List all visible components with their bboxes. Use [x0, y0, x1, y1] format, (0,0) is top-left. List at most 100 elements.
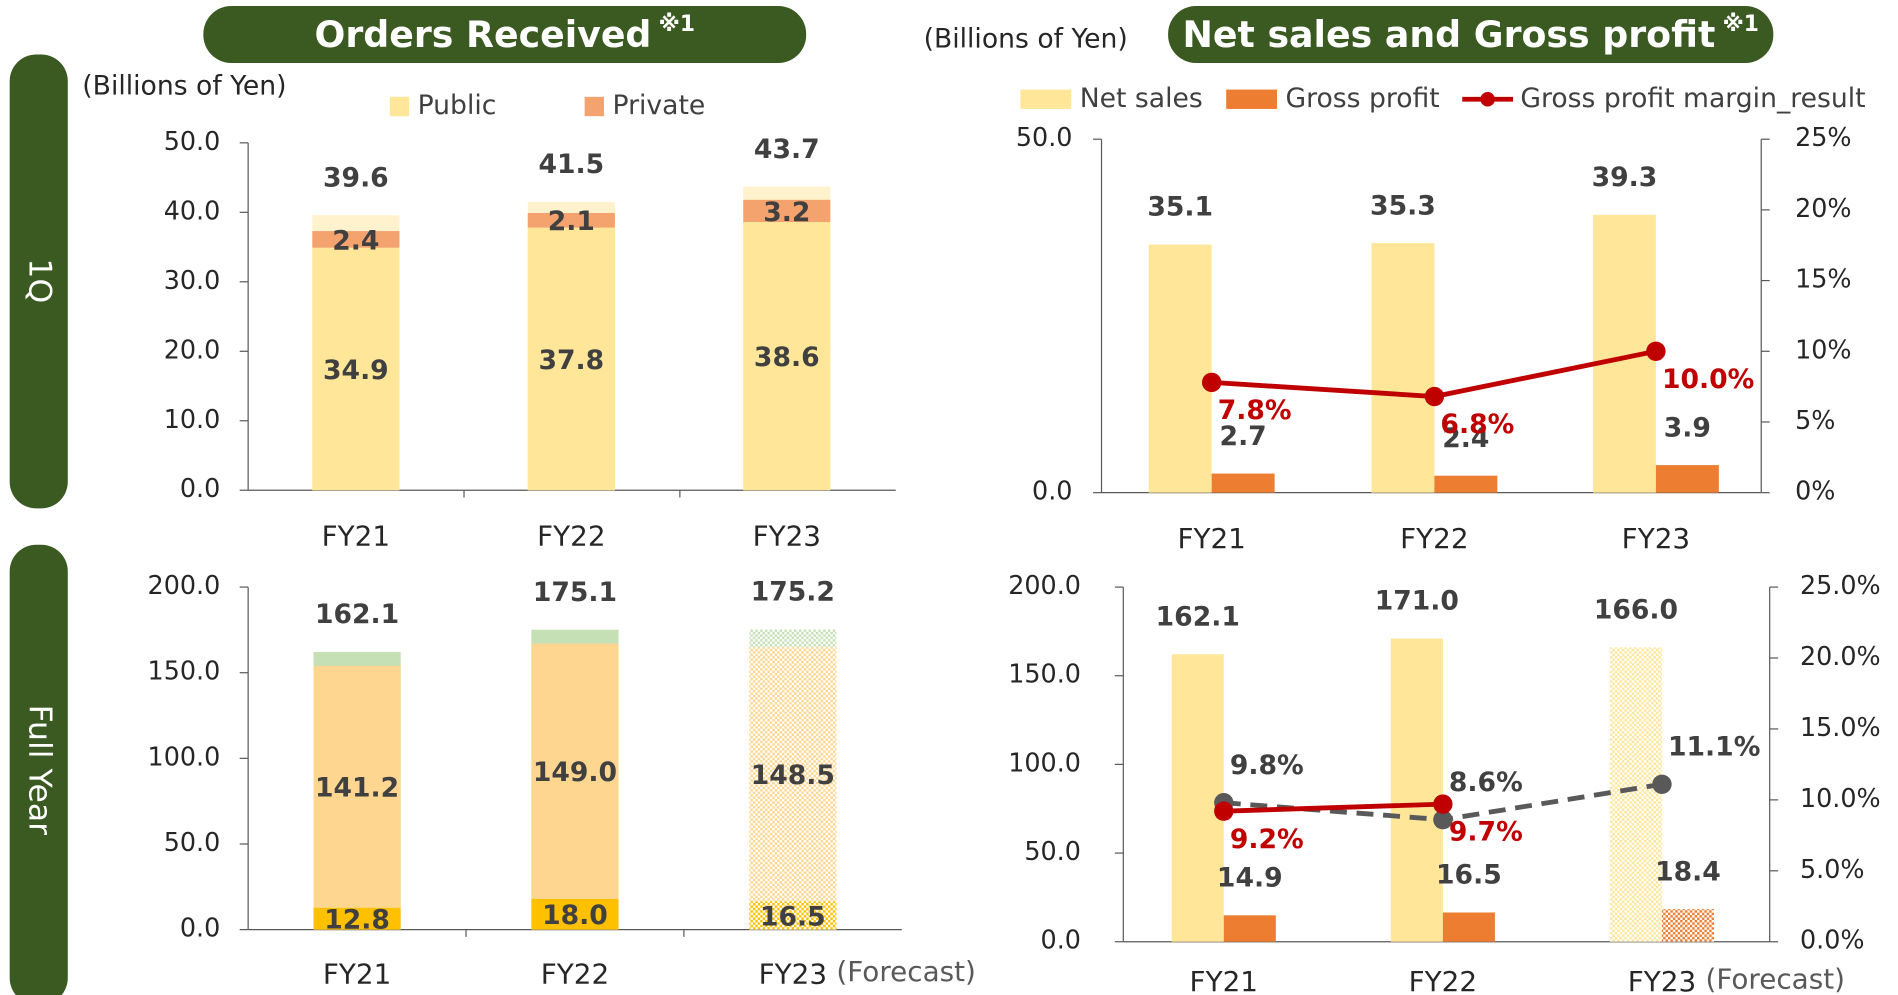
y-tick-label: 40.0 [164, 195, 221, 225]
bar [1371, 243, 1435, 493]
y-tick-label: 0.0 [180, 913, 220, 943]
data-label: 35.1 [1147, 192, 1213, 223]
data-label: 37.8 [538, 345, 604, 376]
line-label: 8.6% [1449, 767, 1523, 798]
y2-tick-label: 15% [1795, 264, 1851, 294]
data-label: 171.0 [1375, 586, 1459, 617]
data-label: 39.3 [1592, 162, 1658, 193]
y-tick-label: 0.0 [1032, 476, 1072, 506]
bar-segment [749, 901, 837, 930]
title-pill [203, 6, 807, 63]
row-label: Full Year [22, 705, 58, 836]
legend-label: Gross profit margin_result [1520, 83, 1865, 114]
title-text: Net sales and Gross profit [1182, 13, 1715, 56]
title-note: ※1 [1723, 12, 1759, 37]
x-tick-label: FY21 [1177, 522, 1245, 555]
y-tick-label: 50.0 [164, 126, 221, 156]
data-label: 141.2 [315, 773, 399, 804]
data-label: 3.2 [763, 197, 810, 228]
bar-segment [743, 199, 831, 223]
category-note: (Forecast) [836, 955, 975, 988]
bar-segment [527, 227, 615, 491]
x-tick-label: FY23 [753, 519, 821, 552]
y-tick-label: 100.0 [1008, 747, 1081, 777]
line-point [1433, 794, 1453, 814]
x-tick-label: FY22 [537, 519, 605, 552]
data-label: 3.9 [1664, 412, 1711, 443]
bar [1211, 473, 1275, 493]
data-label: 16.5 [1436, 860, 1502, 891]
total-label: 41.5 [538, 149, 604, 180]
y2-tick-label: 25.0% [1800, 570, 1881, 600]
bar [1655, 465, 1719, 493]
line-point [1433, 810, 1453, 830]
data-label: 166.0 [1594, 595, 1678, 626]
data-label: 14.9 [1217, 863, 1283, 894]
bar-segment [531, 898, 619, 930]
legend-label: Public [418, 90, 497, 121]
y-tick-label: 20.0 [164, 334, 221, 364]
y-tick-label: 150.0 [1008, 659, 1081, 689]
y2-tick-label: 5% [1795, 405, 1835, 435]
total-label: 175.2 [751, 577, 835, 608]
title-pill [1168, 6, 1774, 63]
title-text: Orders Received [315, 13, 652, 56]
line-label: 9.8% [1230, 750, 1304, 781]
subtitle: (Billions of Yen) [82, 71, 286, 102]
x-tick-label: FY23 [759, 958, 827, 991]
data-label: 18.0 [542, 900, 608, 931]
y-tick-label: 200.0 [148, 570, 221, 600]
legend-label: Private [612, 90, 705, 121]
data-label: 38.6 [754, 342, 820, 373]
y2-tick-label: 25% [1795, 122, 1851, 152]
bar [1661, 909, 1715, 942]
title-note: ※1 [659, 12, 695, 37]
row-label: 1Q [22, 258, 58, 303]
bar-segment [313, 907, 401, 930]
legend-swatch [584, 96, 605, 117]
y-tick-label: 50.0 [164, 827, 221, 857]
x-tick-label: FY22 [1400, 522, 1468, 555]
x-tick-label: FY21 [1190, 965, 1258, 995]
y-tick-label: 150.0 [148, 656, 221, 686]
y2-tick-label: 20% [1795, 193, 1851, 223]
bar [1223, 915, 1276, 942]
y2-tick-label: 20.0% [1800, 641, 1881, 671]
y2-tick-label: 15.0% [1800, 712, 1881, 742]
y-tick-label: 200.0 [1008, 570, 1081, 600]
data-label: 2.4 [1442, 423, 1489, 454]
x-tick-label: FY21 [323, 958, 391, 991]
data-label: 149.0 [533, 757, 617, 788]
data-label: 2.7 [1220, 421, 1267, 452]
data-label: 18.4 [1655, 856, 1721, 887]
x-tick-label: FY23 [1622, 522, 1690, 555]
legend-swatch [1226, 89, 1278, 109]
y2-tick-label: 10.0% [1800, 783, 1881, 813]
bar [1442, 912, 1495, 942]
line-point [1652, 774, 1672, 794]
data-label: 162.1 [1156, 601, 1240, 632]
legend-dot [1480, 91, 1495, 107]
line [1223, 801, 1443, 814]
total-label: 162.1 [315, 599, 399, 630]
line-label: 7.8% [1218, 395, 1292, 426]
y-tick-label: 30.0 [164, 265, 221, 295]
y-tick-label: 0.0 [180, 473, 220, 503]
y-tick-label: 10.0 [164, 404, 221, 434]
y-tick-label: 50.0 [1016, 122, 1073, 152]
line-point [1201, 372, 1222, 393]
y-tick-label: 50.0 [1024, 836, 1081, 866]
bar-segment [312, 247, 400, 491]
bar [1609, 647, 1662, 942]
y2-tick-label: 5.0% [1800, 854, 1865, 884]
bar-segment [531, 643, 619, 899]
legend-label: Gross profit [1286, 83, 1440, 114]
data-label: 2.4 [332, 225, 379, 256]
bar-segment [749, 647, 837, 902]
line-point [1646, 341, 1666, 361]
x-tick-label: FY22 [541, 958, 609, 991]
data-label: 148.5 [751, 760, 835, 791]
line-label: 10.0% [1662, 364, 1754, 395]
legend-swatch [389, 96, 410, 117]
